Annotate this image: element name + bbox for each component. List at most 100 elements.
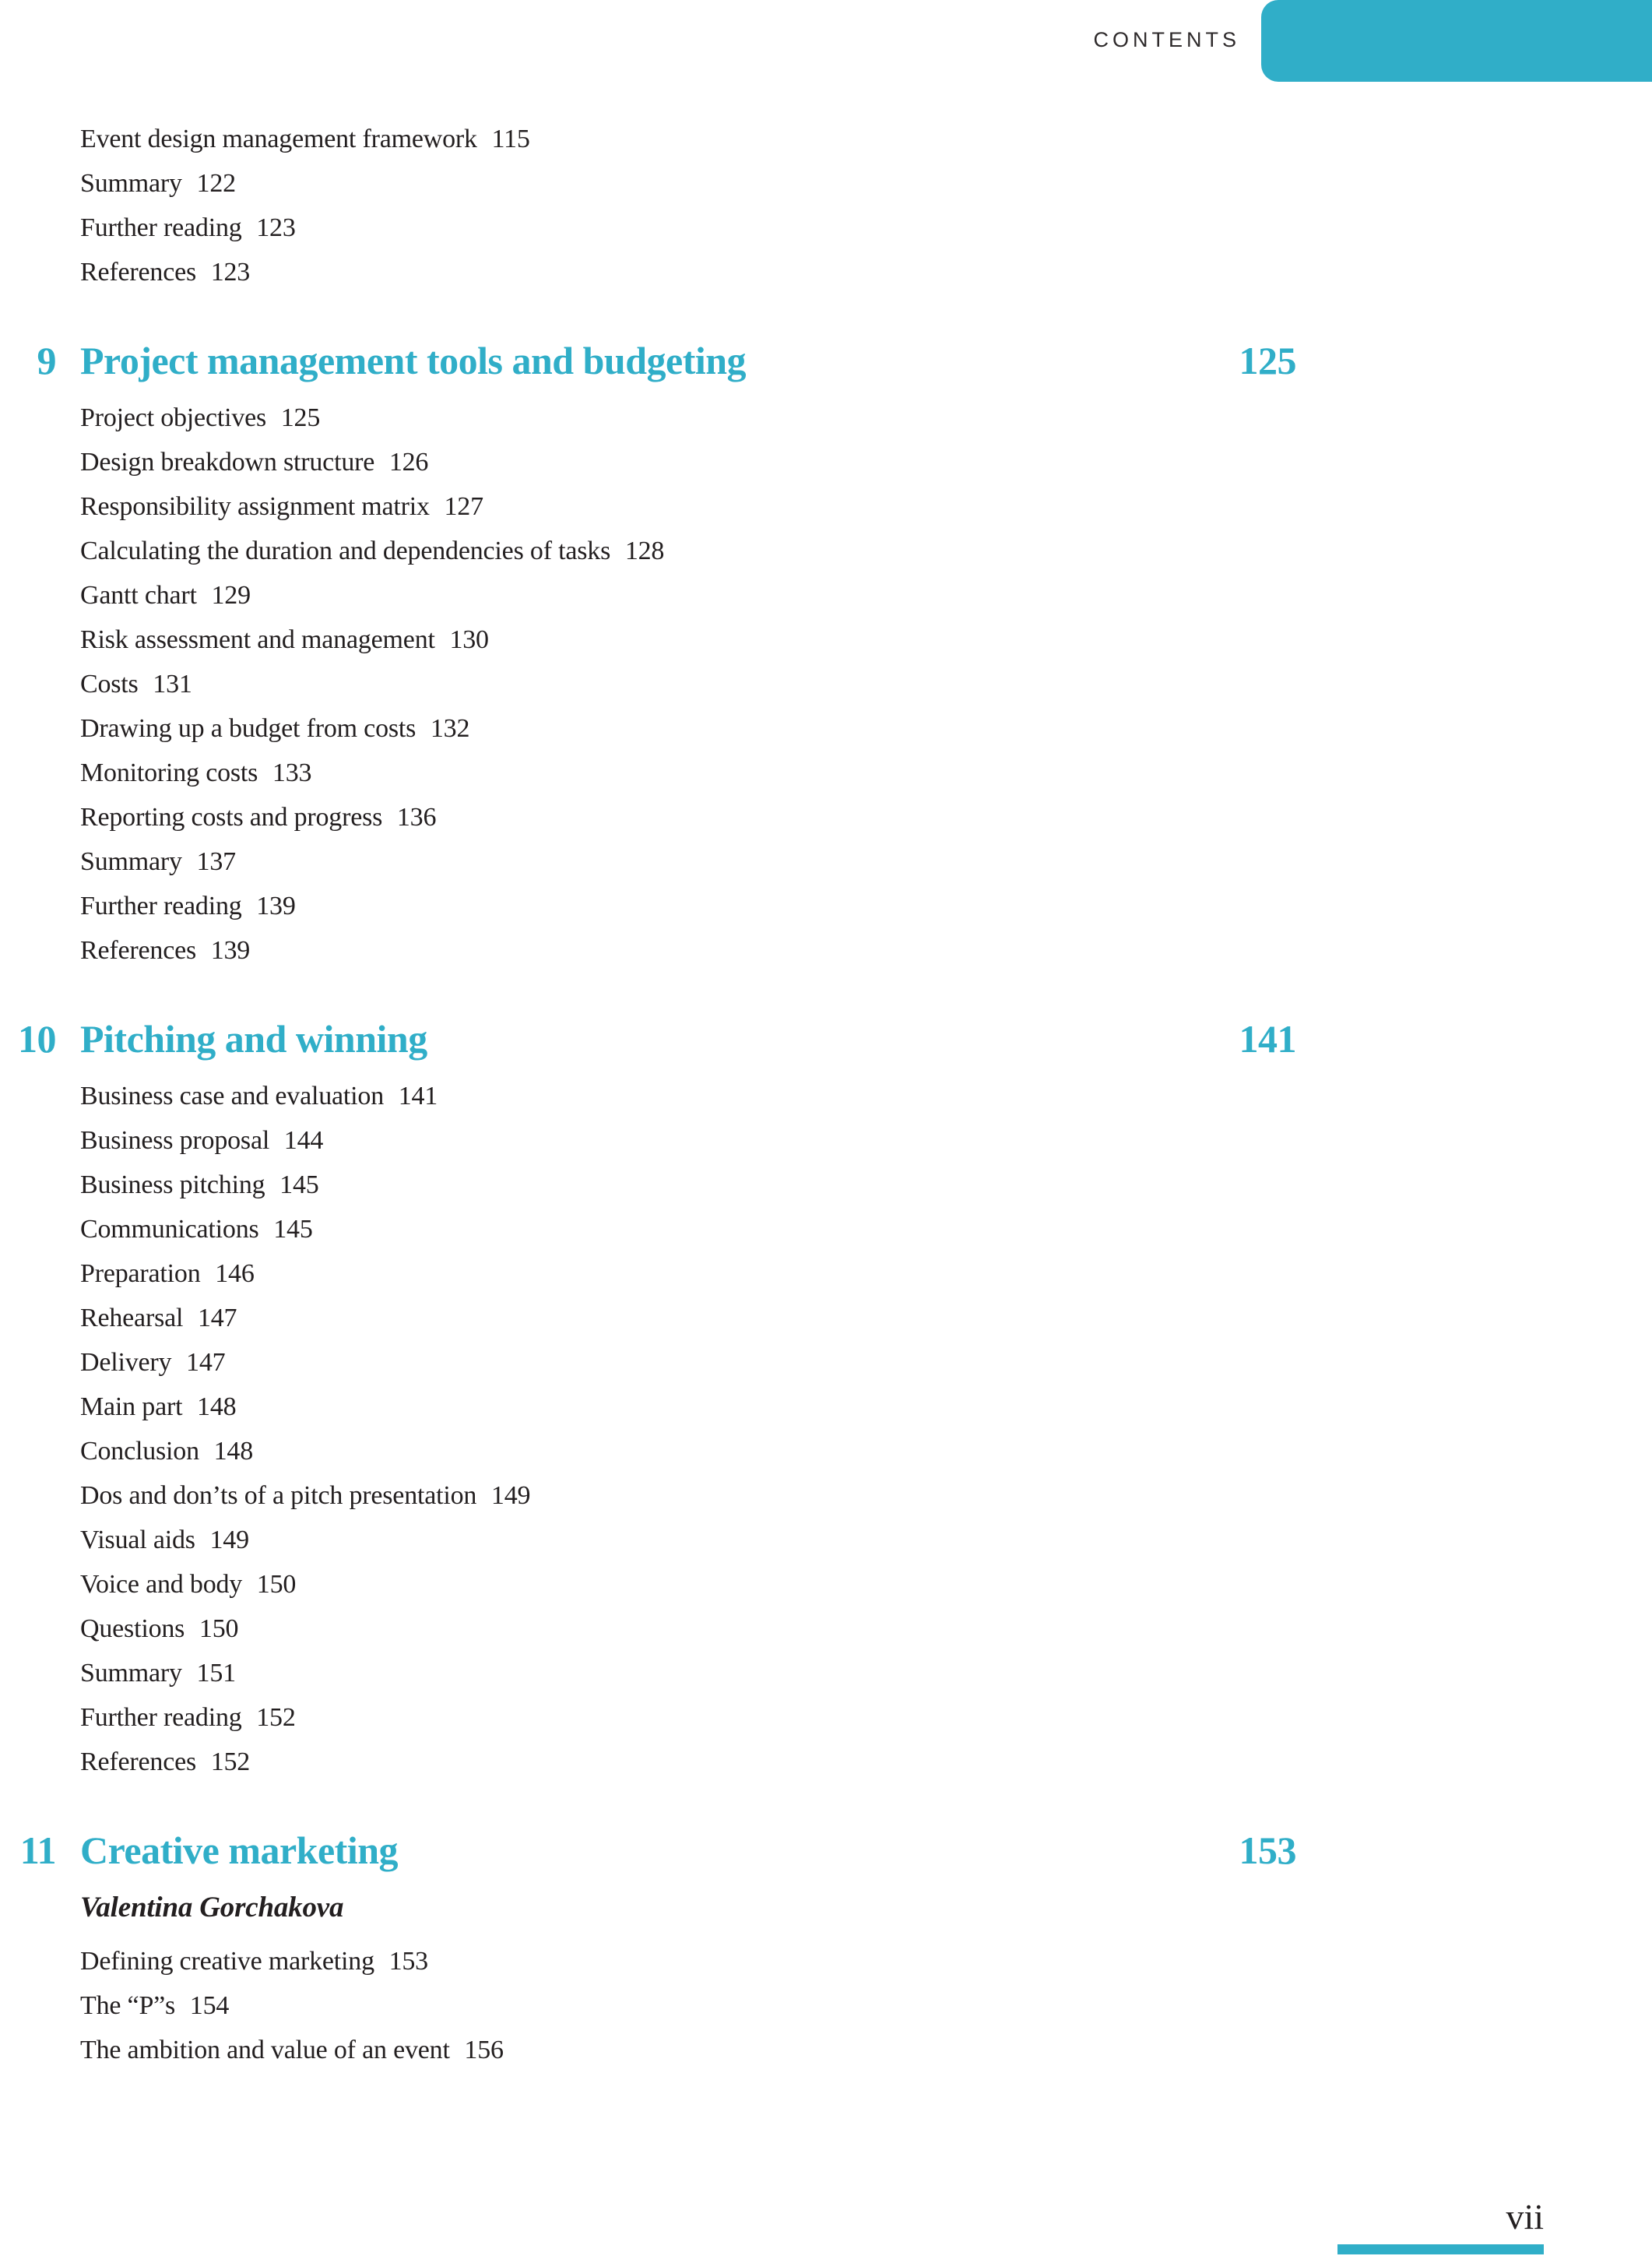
toc-item-page: 152 [210,1747,251,1776]
toc-item: Monitoring costs 133 [0,751,1296,795]
toc-item-page: 150 [256,1570,297,1599]
toc-item: Voice and body 150 [0,1562,1296,1607]
toc-item-page: 148 [213,1437,254,1466]
toc-item: Visual aids 149 [0,1518,1296,1562]
toc-item-label: Further reading [80,892,242,920]
toc-item-page: 149 [209,1526,249,1554]
folio-bar-decoration [1337,2244,1544,2254]
toc-item-page: 125 [280,403,321,432]
toc-item: Defining creative marketing 153 [0,1939,1296,1983]
corner-tab-decoration [1261,0,1652,82]
toc-item-page: 139 [210,936,251,965]
toc-item-page: 128 [624,537,665,565]
toc-item: Dos and don’ts of a pitch presentation 14… [0,1473,1296,1518]
toc-item-page: 147 [186,1348,226,1377]
toc-item: Summary 137 [0,839,1296,884]
toc-item-page: 151 [196,1659,237,1688]
toc-item-label: Summary [80,1659,182,1688]
toc-item-page: 146 [215,1259,255,1288]
toc-item: Calculating the duration and dependencie… [0,529,1296,573]
toc-item-label: Design breakdown structure [80,448,375,477]
toc-item: Main part 148 [0,1385,1296,1429]
toc-item-label: Dos and don’ts of a pitch presentation [80,1481,477,1510]
toc-item: References 139 [0,928,1296,973]
toc-item-page: 148 [197,1392,237,1421]
toc-item: Risk assessment and management 130 [0,618,1296,662]
toc-item-label: Voice and body [80,1570,243,1599]
toc-item-label: Delivery [80,1348,172,1377]
toc-item-page: 136 [396,803,437,832]
toc-item: Responsibility assignment matrix 127 [0,484,1296,529]
toc-item: Summary 122 [0,161,1296,206]
toc-item-label: References [80,1747,197,1776]
toc-item: Summary 151 [0,1651,1296,1695]
toc-item-page: 123 [210,258,251,287]
toc-item: Further reading 123 [0,206,1296,250]
toc-item: References 152 [0,1740,1296,1784]
toc-item-label: Monitoring costs [80,758,258,787]
toc-item-page: 126 [388,448,429,477]
toc-item: Drawing up a budget from costs 132 [0,706,1296,751]
toc-leading-items: Event design management framework 115 Summ… [0,117,1296,294]
toc-item: Further reading 152 [0,1695,1296,1740]
toc-item: Delivery 147 [0,1340,1296,1385]
toc-item-page: 127 [444,492,484,521]
toc-item-label: References [80,936,197,965]
toc-item-page: 150 [199,1614,239,1643]
toc-item: The ambition and value of an event 156 [0,2028,1296,2072]
toc-item-page: 149 [490,1481,531,1510]
chapter-author: Valentina Gorchakova [80,1892,344,1923]
toc-item-page: 129 [211,581,251,610]
toc-item-label: Business proposal [80,1126,270,1155]
chapter-title: Project management tools and budgeting [80,339,747,382]
toc-item-page: 156 [464,2036,504,2064]
chapter-page: 141 [1239,1017,1297,1061]
toc-item-page: 131 [153,670,192,699]
toc-item-page: 122 [196,169,237,198]
chapter-heading: 9 Project management tools and budgeting 1… [0,336,1297,385]
toc-item: Event design management framework 115 [0,117,1296,161]
table-of-contents: Event design management framework 115 Summ… [0,117,1296,2072]
toc-chapter: 11 Creative marketing 153 Valentina Gorchak… [0,1826,1297,2072]
toc-item-label: Preparation [80,1259,201,1288]
toc-item: Business pitching 145 [0,1163,1296,1207]
running-head: CONTENTS [1093,28,1240,51]
toc-item-page: 145 [279,1170,319,1199]
toc-item-page: 137 [196,847,237,876]
toc-item: Reporting costs and progress 136 [0,795,1296,839]
chapter-number: 11 [19,1828,57,1872]
chapter-number: 9 [37,339,57,382]
toc-item-label: Further reading [80,213,242,242]
toc-item-page: 147 [197,1304,237,1332]
page-folio: vii [1506,2197,1544,2237]
toc-item: Further reading 139 [0,884,1296,928]
chapter-title: Creative marketing [80,1828,399,1872]
toc-chapter: 9 Project management tools and budgeting 1… [0,336,1297,973]
toc-item: The “P”s 154 [0,1983,1296,2028]
chapter-title: Pitching and winning [80,1017,427,1061]
toc-item-page: 130 [449,625,489,654]
toc-chapters: 9 Project management tools and budgeting 1… [0,336,1296,2072]
toc-item-label: Project objectives [80,403,267,432]
chapter-page: 153 [1239,1828,1297,1872]
chapter-page: 125 [1239,339,1297,382]
toc-item-label: Main part [80,1392,183,1421]
toc-item-label: Gantt chart [80,581,197,610]
toc-item-label: References [80,258,197,287]
toc-item-label: Drawing up a budget from costs [80,714,417,743]
chapter-heading: 11 Creative marketing 153 [0,1826,1297,1874]
toc-item: Costs 131 [0,662,1296,706]
toc-item-label: Rehearsal [80,1304,184,1332]
toc-item-page: 141 [398,1082,438,1110]
toc-item-label: Visual aids [80,1526,195,1554]
toc-item-label: Costs [80,670,139,699]
chapter-items: Business case and evaluation 141 Business … [0,1074,1296,1784]
chapter-items: Project objectives 125 Design breakdown st… [0,396,1296,973]
chapter-number: 10 [18,1017,57,1061]
toc-item: References 123 [0,250,1296,294]
toc-item-page: 123 [256,213,296,242]
toc-item: Project objectives 125 [0,396,1296,440]
toc-item-page: 115 [491,125,530,153]
toc-item-page: 133 [272,758,312,787]
toc-item-label: Conclusion [80,1437,199,1466]
